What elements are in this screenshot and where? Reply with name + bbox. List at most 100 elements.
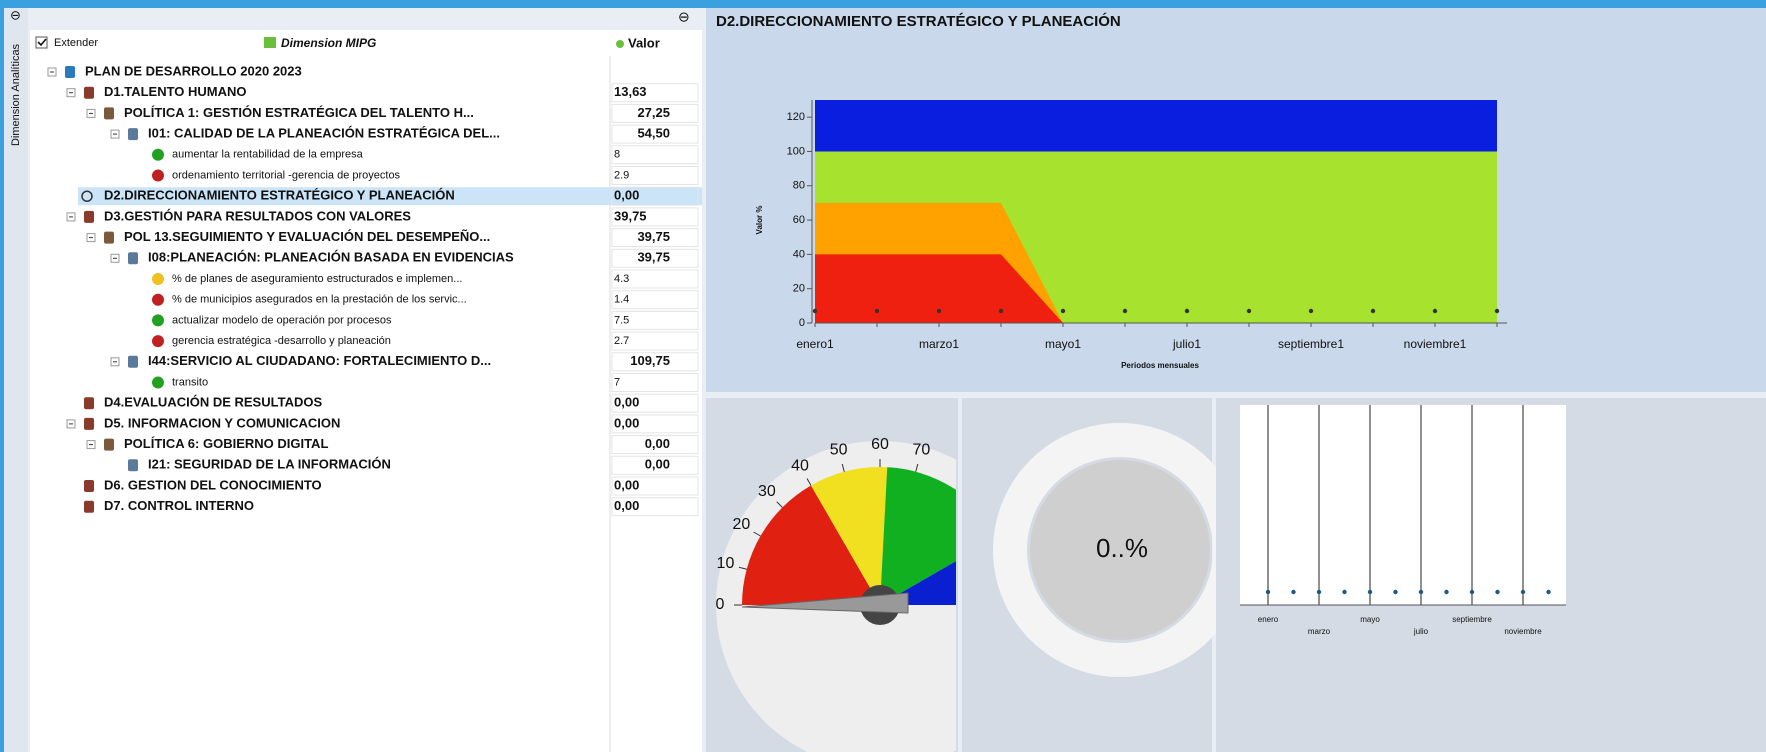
row-value: 39,75 <box>637 250 670 265</box>
column-header[interactable]: Dimension MIPG <box>281 36 376 50</box>
gauge-tick-label: 60 <box>871 436 889 453</box>
row-highlight <box>78 187 702 206</box>
row-label[interactable]: D1.TALENTO HUMANO <box>104 84 247 99</box>
row-label[interactable]: D2.DIRECCIONAMIENTO ESTRATÉGICO Y PLANEA… <box>104 188 455 203</box>
value-cell <box>611 186 699 206</box>
row-value: 0,00 <box>614 477 639 492</box>
gauge-tick-label: 10 <box>717 555 735 572</box>
row-label[interactable]: I21: SEGURIDAD DE LA INFORMACIÓN <box>148 457 391 472</box>
point <box>1308 308 1314 314</box>
row-label[interactable]: PLAN DE DESARROLLO 2020 2023 <box>85 63 302 78</box>
value-header[interactable]: Valor <box>628 35 660 50</box>
point <box>812 308 818 314</box>
mini-point <box>1393 589 1398 595</box>
mini-plot <box>1240 405 1566 605</box>
area <box>815 254 1497 323</box>
row-value: 109,75 <box>630 353 670 368</box>
column-icon <box>264 37 276 48</box>
row-value: 7.5 <box>614 314 629 326</box>
row-label[interactable]: % de planes de aseguramiento estructurad… <box>172 273 462 285</box>
donut-center <box>1030 460 1210 640</box>
checkbox-label[interactable]: Extender <box>54 37 98 49</box>
row-label[interactable]: D4.EVALUACIÓN DE RESULTADOS <box>104 395 322 410</box>
gauge-band <box>742 485 880 605</box>
row-label[interactable]: I08:PLANEACIÓN: PLANEACIÓN BASADA EN EVI… <box>148 250 514 265</box>
panel-collapse[interactable]: ⊖ <box>678 9 690 25</box>
value-icon <box>616 40 624 48</box>
row-label[interactable]: I01: CALIDAD DE LA PLANEACIÓN ESTRATÉGIC… <box>148 126 500 141</box>
row-value: 2.7 <box>614 335 629 347</box>
row-label[interactable]: gerencia estratégica -desarrollo y plane… <box>172 335 391 347</box>
row-label[interactable]: D5. INFORMACION Y COMUNICACION <box>104 415 340 430</box>
row-value: 39,75 <box>614 208 647 223</box>
value-cell <box>611 166 699 185</box>
row-label[interactable]: POL 13.SEGUIMIENTO Y EVALUACIÓN DEL DESE… <box>124 229 490 244</box>
status-bullet <box>152 273 164 285</box>
row-label[interactable]: aumentar la rentabilidad de la empresa <box>172 149 364 161</box>
mini-point <box>1342 589 1347 595</box>
gauge-tick-label: 0 <box>716 596 725 613</box>
checkmark <box>37 38 47 47</box>
row-value: 0,00 <box>614 415 639 430</box>
row-icon <box>104 107 114 120</box>
gauge-tick-label: 40 <box>791 458 809 475</box>
status-bullet <box>152 335 164 348</box>
row-label[interactable]: % de municipios asegurados en la prestac… <box>172 294 467 306</box>
mini-point <box>1291 589 1296 595</box>
row-icon <box>104 231 114 244</box>
x-tick-label: enero1 <box>796 337 834 351</box>
point <box>936 308 942 314</box>
value-cell <box>611 124 699 144</box>
row-value: 8 <box>614 149 620 161</box>
x-tick-label: noviembre1 <box>1404 337 1467 351</box>
row-label[interactable]: D6. GESTION DEL CONOCIMIENTO <box>104 477 322 492</box>
row-label[interactable]: ordenamiento territorial -gerencia de pr… <box>172 169 401 181</box>
value-cell <box>611 414 699 434</box>
x-axis-label: Periodos mensuales <box>1121 361 1199 370</box>
row-label[interactable]: D3.GESTIÓN PARA RESULTADOS CON VALORES <box>104 208 411 223</box>
panel-title: D2.DIRECCIONAMIENTO ESTRATÉGICO Y PLANEA… <box>716 12 1121 30</box>
y-tick-label: 80 <box>793 180 805 192</box>
status-bullet <box>152 169 164 182</box>
row-label[interactable]: actualizar modelo de operación por proce… <box>172 314 392 326</box>
checkbox[interactable] <box>35 36 48 49</box>
y-tick-label: 120 <box>787 111 805 123</box>
row-label[interactable]: POLÍTICA 6: GOBIERNO DIGITAL <box>124 436 328 451</box>
point <box>1432 308 1438 314</box>
mini-x-label: septiembre <box>1452 615 1492 624</box>
gauge-tick-label: 70 <box>913 442 931 459</box>
value-cell <box>611 269 699 289</box>
row-value: 1.4 <box>614 294 629 306</box>
value-cell <box>611 435 699 455</box>
row-label[interactable]: D7. CONTROL INTERNO <box>104 498 254 513</box>
mini-point <box>1367 589 1373 595</box>
y-axis-label: Valor % <box>755 206 764 235</box>
row-value: 27,25 <box>637 105 670 120</box>
area-chart: 0 20 40 60 80 100 120 enero1 marzo1 mayo1 julio1 se… <box>755 100 1507 370</box>
row-value: 13,63 <box>614 84 647 99</box>
row-icon <box>81 190 93 202</box>
row-label[interactable]: POLÍTICA 1: GESTIÓN ESTRATÉGICA DEL TALE… <box>124 105 474 120</box>
mini-point <box>1495 589 1500 595</box>
row-label[interactable]: transito <box>172 376 208 388</box>
y-tick-label: 20 <box>793 283 805 295</box>
row-icon <box>128 128 138 141</box>
mini-point <box>1444 589 1449 595</box>
point <box>1494 308 1500 314</box>
row-icon <box>104 438 114 451</box>
row-value: 4.3 <box>614 273 629 285</box>
row-icon <box>84 417 94 430</box>
value-cell <box>611 455 699 475</box>
row-icon <box>65 66 75 78</box>
gauge-tick-label: 20 <box>733 516 751 533</box>
point <box>1060 308 1066 314</box>
side-tab[interactable]: Dimension Analíticas <box>10 43 22 146</box>
row-value: 0,00 <box>645 436 670 451</box>
value-cell <box>611 373 699 392</box>
x-tick-label: julio1 <box>1172 337 1201 351</box>
mini-x-label: enero <box>1258 615 1279 624</box>
collapse-icon[interactable]: ⊖ <box>10 7 21 22</box>
row-value: 39,75 <box>637 229 670 244</box>
row-label[interactable]: I44:SERVICIO AL CIUDADANO: FORTALECIMIEN… <box>148 353 491 368</box>
